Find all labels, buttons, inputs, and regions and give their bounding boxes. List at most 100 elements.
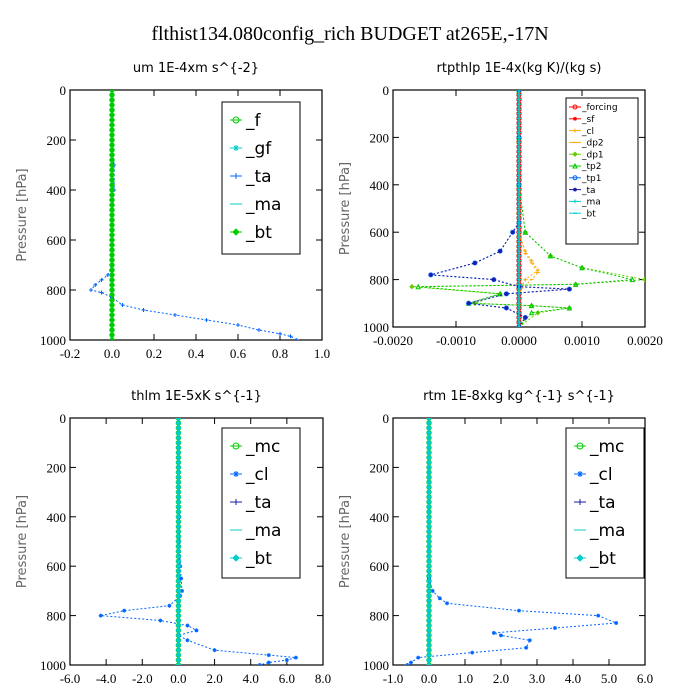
data-point	[614, 621, 619, 626]
x-tick-label: 1.0	[314, 346, 330, 361]
y-tick-label: 200	[370, 460, 390, 475]
legend-marker	[232, 442, 240, 450]
legend: _f _gf _ta _ma _bt	[221, 101, 301, 255]
legend-entry: _tp2	[581, 162, 601, 172]
data-point	[566, 304, 573, 311]
data-point	[266, 653, 271, 658]
legend-entry: _ma	[589, 521, 625, 541]
data-point	[470, 650, 475, 655]
x-tick-label: -0.0020	[373, 333, 413, 348]
legend-marker	[572, 151, 578, 157]
x-tick-label: 0.0010	[564, 333, 600, 348]
data-point	[498, 249, 503, 254]
plot-area	[98, 418, 298, 665]
y-tick-label: 0	[383, 83, 390, 98]
legend-marker	[233, 471, 239, 477]
x-tick-label: 6.0	[637, 671, 653, 686]
y-axis-label: Pressure [hPa]	[15, 495, 30, 588]
panel-title: thlm 1E-5xK s^{-1}	[131, 389, 262, 404]
legend-entry: _ta	[245, 167, 272, 187]
series-bt	[516, 90, 522, 327]
data-point	[109, 337, 115, 340]
legend-marker	[232, 228, 240, 236]
x-tick-label: -0.2	[60, 346, 81, 361]
x-tick-label: 2.0	[206, 671, 222, 686]
legend: _mc _cl _ta _ma _bt	[221, 427, 301, 579]
legend-entry: _tp1	[581, 174, 601, 184]
x-tick-label: 3.0	[529, 671, 545, 686]
panel-title: rtpthlp 1E-4x(kg K)/(kg s)	[437, 61, 602, 76]
x-tick-label: -0.0010	[436, 333, 476, 348]
y-tick-label: 1000	[40, 658, 66, 673]
data-point	[175, 662, 182, 665]
x-tick-label: 8.0	[315, 671, 331, 686]
data-point	[528, 309, 535, 316]
legend-marker	[573, 116, 577, 121]
data-point	[527, 638, 532, 643]
data-point	[523, 249, 528, 254]
axis-frame	[392, 417, 646, 666]
legend-marker	[576, 442, 584, 450]
y-tick-label: 200	[370, 130, 390, 145]
data-point	[212, 648, 217, 653]
series-bt	[109, 90, 115, 340]
series-bt	[175, 418, 182, 665]
data-point	[167, 603, 172, 608]
y-tick-label: 400	[47, 510, 67, 525]
data-point	[567, 287, 572, 292]
data-point	[194, 628, 199, 633]
data-point	[553, 625, 557, 630]
data-point	[409, 660, 413, 665]
data-point	[257, 663, 262, 665]
legend-entry: _ta	[245, 493, 272, 513]
legend-marker	[572, 104, 578, 110]
legend-entry: _bt	[581, 209, 596, 219]
y-tick-label: 600	[47, 559, 67, 574]
data-point	[173, 313, 177, 317]
data-point	[428, 272, 433, 277]
x-tick-label: 2.0	[493, 671, 509, 686]
data-point	[415, 283, 422, 290]
plot-area	[409, 90, 645, 327]
x-tick-label: -2.0	[132, 671, 153, 686]
data-point	[528, 302, 535, 309]
legend-entry: _dp1	[581, 150, 604, 160]
data-point	[517, 608, 521, 613]
legend-entry: _gf	[245, 139, 272, 159]
legend-entry: _ta	[581, 186, 596, 196]
plot-area	[89, 90, 299, 340]
data-point	[409, 284, 415, 290]
legend-entry: _bt	[245, 223, 272, 243]
legend-marker	[573, 128, 577, 133]
legend-box	[221, 101, 301, 255]
y-tick-label: 600	[370, 225, 390, 240]
data-point	[510, 230, 515, 235]
legend-entry: _sf	[581, 115, 595, 125]
figure-title: flthist134.080config_rich BUDGET at265E,…	[151, 23, 548, 45]
panel-4: rtm 1E-8xkg kg^{-1} s^{-1} -1.0 0.0 1.0 2.0 3…	[338, 389, 653, 686]
data-point	[185, 623, 190, 628]
data-point	[472, 261, 477, 266]
legend-entry: _f	[245, 111, 262, 131]
y-tick-label: 800	[370, 273, 390, 288]
legend-marker	[572, 162, 578, 169]
legend-marker	[572, 175, 578, 181]
data-point	[185, 638, 190, 643]
y-tick-label: 800	[370, 609, 390, 624]
series-line	[418, 90, 633, 327]
y-tick-label: 200	[47, 460, 67, 475]
data-point	[629, 276, 636, 283]
legend-marker	[573, 199, 577, 204]
data-point	[99, 278, 104, 282]
y-axis-label: Pressure [hPa]	[15, 168, 30, 261]
data-point	[437, 596, 442, 601]
data-point	[504, 306, 509, 311]
x-tick-label: -4.0	[96, 671, 117, 686]
legend-entry: _cl	[245, 465, 269, 485]
data-point	[179, 576, 184, 581]
x-tick-label: 0.0	[421, 671, 437, 686]
y-tick-label: 800	[47, 283, 67, 298]
data-point	[288, 334, 293, 339]
data-point	[278, 331, 282, 336]
y-tick-label: 0	[60, 411, 67, 426]
